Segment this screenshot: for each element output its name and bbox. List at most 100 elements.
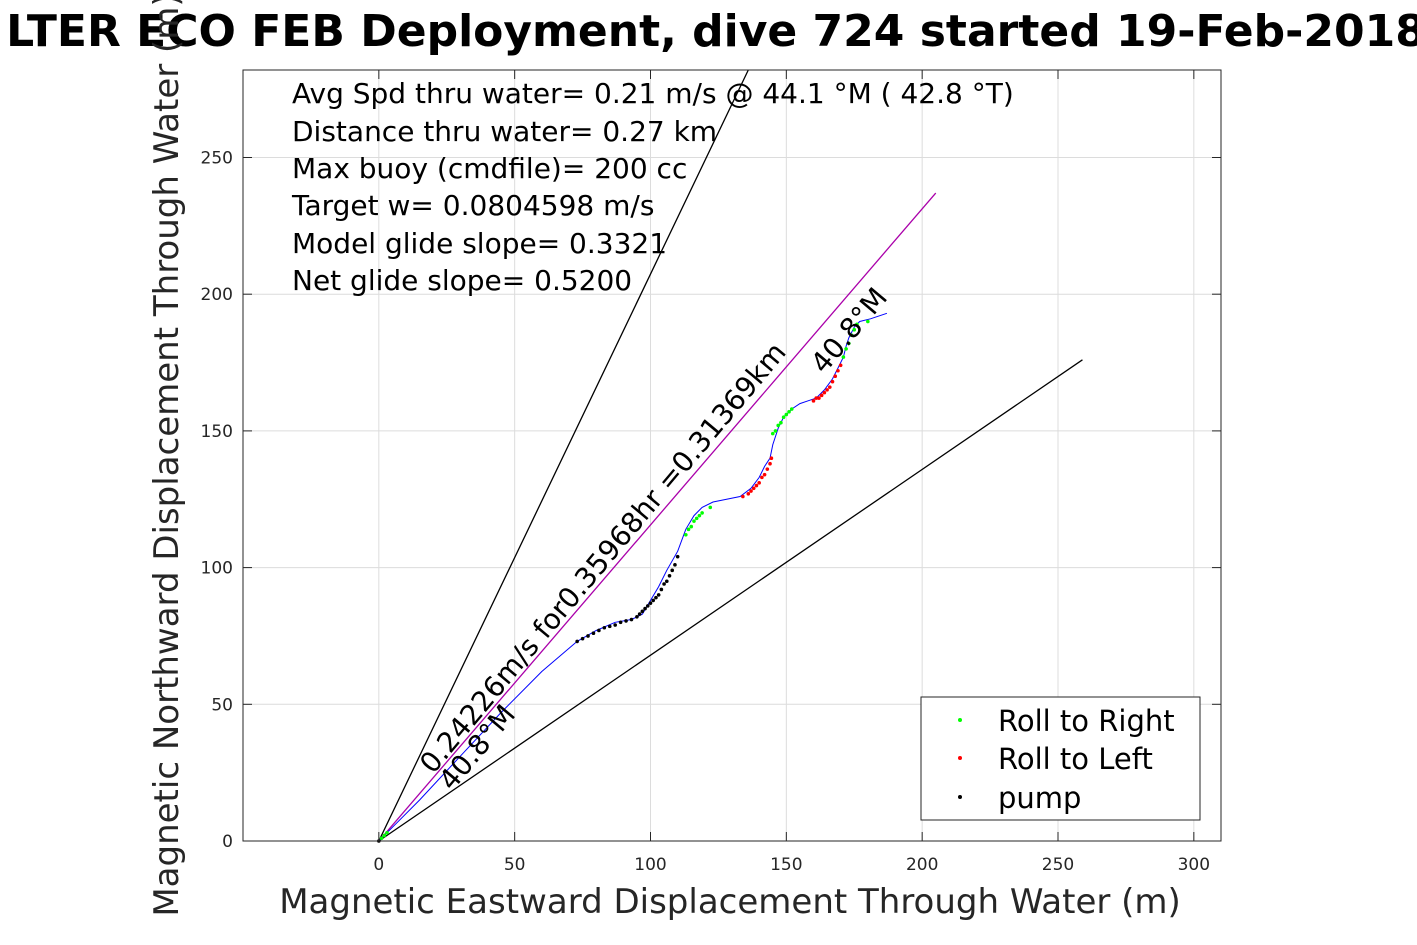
point-pump: [602, 625, 607, 630]
point-roll-to-left: [836, 368, 840, 373]
y-tick-label: 0: [222, 832, 233, 852]
point-roll-to-left: [830, 379, 835, 384]
point-pump: [659, 587, 664, 592]
point-pump: [645, 604, 650, 608]
point-pump: [648, 601, 653, 605]
point-roll-to-left: [746, 491, 751, 496]
point-roll-to-left: [825, 388, 829, 392]
data-points: [377, 319, 870, 843]
legend: Roll to Right Roll to Left pump: [920, 696, 1201, 821]
legend-marker-pump: [958, 795, 962, 799]
y-tick-label: 50: [211, 695, 233, 715]
stats-line-net-slope: Net glide slope= 0.5200: [292, 264, 632, 297]
point-roll-to-right: [700, 511, 704, 515]
point-roll-to-right: [779, 420, 783, 425]
stats-line-distance: Distance thru water= 0.27 km: [292, 115, 717, 148]
x-tick-label: 100: [634, 855, 666, 875]
point-roll-to-left: [760, 475, 764, 480]
point-pump: [637, 612, 642, 616]
point-roll-to-left: [838, 363, 843, 368]
point-pump: [656, 593, 661, 597]
point-roll-to-left: [769, 456, 774, 461]
point-pump: [613, 623, 617, 627]
point-roll-to-right: [855, 322, 859, 327]
point-roll-to-right: [866, 319, 870, 324]
point-roll-to-left: [765, 467, 770, 471]
stats-line-target-w: Target w= 0.0804598 m/s: [291, 189, 654, 222]
point-roll-to-right: [697, 513, 702, 518]
y-tick-label: 200: [201, 285, 233, 305]
point-roll-to-left: [762, 472, 767, 477]
point-roll-to-right: [692, 519, 696, 523]
point-roll-to-left: [822, 390, 827, 395]
point-roll-to-right: [686, 527, 691, 532]
x-tick-label: 250: [1042, 855, 1074, 875]
reference-line-lower-bound: [378, 359, 1083, 842]
stats-text-block: Avg Spd thru water= 0.21 m/s @ 44.1 °M (…: [291, 77, 1014, 297]
legend-label-pump: pump: [998, 781, 1081, 815]
point-pump: [643, 606, 647, 611]
point-pump: [670, 568, 675, 573]
point-roll-to-right: [781, 415, 786, 420]
reference-lines: [378, 69, 1083, 842]
point-roll-to-right: [776, 423, 780, 428]
point-pump: [607, 624, 612, 629]
point-pump: [665, 579, 669, 584]
legend-label-roll-left: Roll to Left: [998, 742, 1153, 776]
point-pump: [651, 598, 656, 603]
point-pump: [597, 628, 601, 633]
point-pump: [635, 615, 639, 619]
point-roll-to-right: [385, 830, 389, 835]
point-roll-to-right: [849, 333, 854, 338]
point-roll-to-right: [708, 505, 713, 510]
point-pump: [675, 554, 680, 559]
plot-frame: [242, 69, 1222, 842]
point-pump: [624, 619, 628, 623]
point-roll-to-left: [751, 486, 756, 491]
y-tick-label: 250: [201, 148, 233, 168]
point-roll-to-right: [379, 836, 384, 841]
point-roll-to-right: [789, 407, 794, 411]
stats-line-speed: Avg Spd thru water= 0.21 m/s @ 44.1 °M (…: [292, 77, 1014, 110]
legend-box: [920, 696, 1201, 821]
point-roll-to-right: [773, 429, 778, 433]
legend-marker-roll-left: [958, 756, 962, 760]
point-roll-to-left: [828, 385, 832, 389]
stats-line-max-buoy: Max buoy (cmdfile)= 200 cc: [292, 152, 687, 185]
point-roll-to-left: [811, 399, 816, 403]
point-pump: [586, 634, 590, 638]
point-roll-to-right: [841, 355, 846, 359]
point-roll-to-left: [757, 481, 761, 485]
point-roll-to-right: [844, 347, 848, 351]
point-pump: [580, 636, 585, 641]
point-pump: [667, 573, 672, 578]
point-pump: [640, 609, 645, 614]
point-roll-to-left: [814, 396, 819, 400]
point-pump: [654, 595, 658, 600]
axis-ticks: 0 50 100 150 200 250 300 0 50 100 150 200 250: [201, 70, 1221, 875]
point-roll-to-right: [770, 431, 775, 436]
point-roll-to-left: [833, 374, 838, 379]
point-roll-to-right: [784, 412, 789, 417]
y-tick-label: 100: [201, 559, 233, 579]
point-pump: [662, 582, 666, 586]
legend-marker-roll-right: [958, 718, 962, 722]
point-roll-to-right: [382, 833, 387, 838]
x-tick-label: 0: [373, 855, 384, 875]
point-roll-to-right: [694, 516, 699, 521]
point-roll-to-right: [787, 409, 791, 414]
legend-label-roll-right: Roll to Right: [998, 704, 1175, 738]
point-roll-to-left: [817, 396, 821, 400]
chart-title: LTER ECO FEB Deployment, dive 724 starte…: [6, 6, 1417, 57]
y-tick-label: 150: [201, 422, 233, 442]
point-pump: [591, 631, 596, 636]
point-roll-to-left: [749, 489, 753, 493]
point-pump: [629, 617, 634, 622]
point-roll-to-right: [684, 532, 688, 537]
point-pump: [618, 620, 623, 625]
x-tick-label: 50: [504, 855, 526, 875]
point-roll-to-left: [768, 461, 772, 466]
point-pump: [575, 639, 579, 644]
x-axis-label: Magnetic Eastward Displacement Through W…: [279, 882, 1181, 922]
